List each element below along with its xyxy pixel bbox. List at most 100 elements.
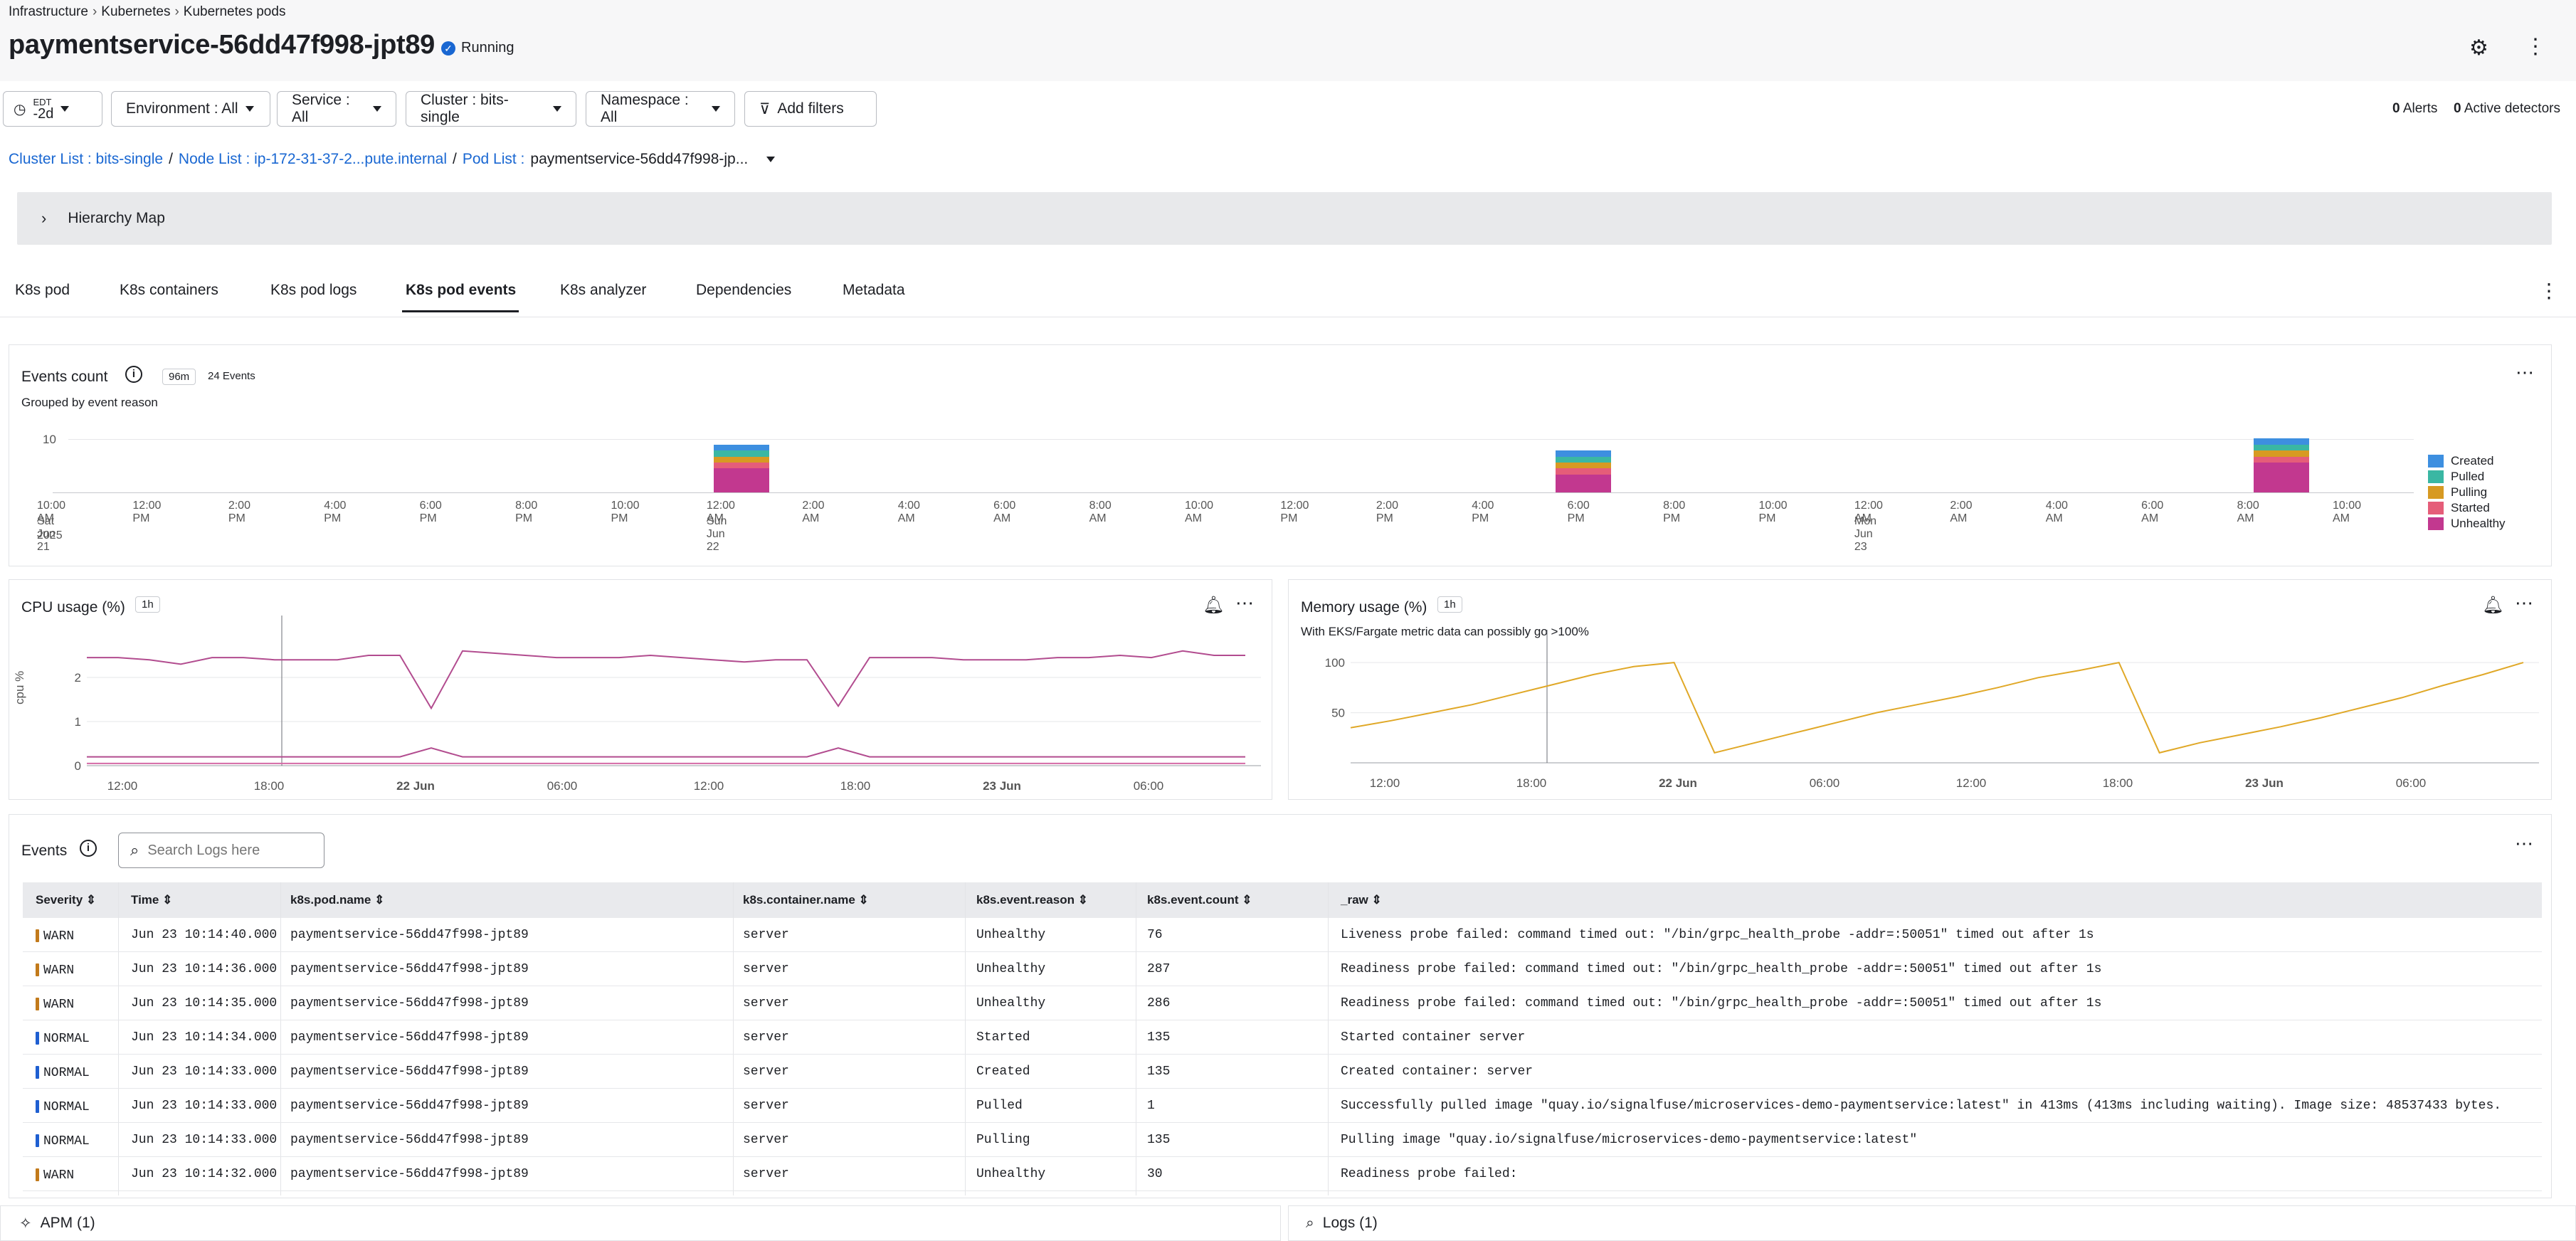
cluster-filter[interactable]: Cluster : bits-single: [406, 91, 576, 127]
status-label: Running: [461, 40, 514, 56]
table-row[interactable]: NORMAL Jun 23 10:14:33.000 paymentservice-…: [23, 1123, 2542, 1157]
table-row[interactable]: NORMAL Jun 23 10:14:33.000 paymentservice-…: [23, 1055, 2542, 1089]
legend-item-started[interactable]: Started: [2428, 500, 2506, 516]
column-header-severity[interactable]: Severity ⇕: [36, 893, 97, 907]
column-header-container-name[interactable]: k8s.container.name ⇕: [743, 893, 869, 907]
raw-cell: Liveness probe failed: command timed out…: [1341, 928, 2094, 942]
alerts-summary[interactable]: 0 Alerts: [2392, 101, 2437, 117]
detectors-count: 0: [2454, 101, 2461, 116]
tab-k8s-pod[interactable]: K8s pod: [15, 282, 70, 298]
table-row[interactable]: WARN Jun 23 10:14:32.000 paymentservice-56…: [23, 1157, 2542, 1191]
info-icon[interactable]: i: [125, 366, 142, 383]
series-line-0[interactable]: [1350, 661, 2524, 754]
event-bar-segment-unhealthy[interactable]: [1555, 474, 1611, 492]
table-row[interactable]: WARN Jun 23 10:14:40.000 paymentservice-56…: [23, 918, 2542, 952]
more-horizontal-icon[interactable]: ⋯: [2515, 592, 2533, 613]
severity-label: NORMAL: [43, 1100, 90, 1114]
cluster-list-link[interactable]: Cluster List : bits-single: [9, 151, 164, 167]
tab-k8s-containers[interactable]: K8s containers: [120, 282, 218, 298]
event-bar-segment-created[interactable]: [1555, 450, 1611, 457]
more-horizontal-icon[interactable]: ⋯: [1235, 592, 1254, 613]
table-row[interactable]: WARN Jun 23 10:14:36.000 paymentservice-56…: [23, 952, 2542, 986]
events-y-tick: 10: [43, 433, 56, 446]
tab-k8s-pod-events[interactable]: K8s pod events: [406, 282, 517, 298]
event-bar-segment-created[interactable]: [2253, 438, 2309, 445]
legend-item-created[interactable]: Created: [2428, 453, 2506, 469]
node-list-link[interactable]: Node List : ip-172-31-37-2...pute.intern…: [178, 151, 447, 167]
pod-name-cell: paymentservice-56dd47f998-jpt89: [290, 1065, 529, 1079]
tab-k8s-analyzer[interactable]: K8s analyzer: [560, 282, 647, 298]
search-logs-box[interactable]: ⌕: [118, 833, 324, 868]
search-logs-input[interactable]: [147, 842, 312, 859]
legend-item-unhealthy[interactable]: Unhealthy: [2428, 516, 2506, 532]
legend-label: Unhealthy: [2451, 517, 2506, 530]
add-filters-button[interactable]: ⊽ Add filters: [744, 91, 877, 127]
bell-icon[interactable]: 🔔︎: [1203, 596, 1225, 615]
events-count-title: Events count: [21, 369, 108, 385]
table-row[interactable]: NORMAL Jun 23 10:14:34.000 paymentservice-…: [23, 1020, 2542, 1055]
apm-drawer[interactable]: ✧ APM (1): [0, 1205, 1281, 1241]
tab-dependencies[interactable]: Dependencies: [696, 282, 792, 298]
event-bar-segment-started[interactable]: [2253, 456, 2309, 463]
breadcrumb-kubernetes[interactable]: Kubernetes: [101, 4, 171, 19]
logs-drawer[interactable]: ⌕ Logs (1): [1288, 1205, 2576, 1241]
tab-k8s-pod-logs[interactable]: K8s pod logs: [270, 282, 357, 298]
event-bar-segment-pulled[interactable]: [1555, 456, 1611, 463]
severity-indicator: [36, 1168, 39, 1182]
column-header-event-reason[interactable]: k8s.event.reason ⇕: [976, 893, 1088, 907]
add-filters-label: Add filters: [777, 100, 844, 117]
event-bar-segment-pulled[interactable]: [2253, 444, 2309, 451]
pod-list-link[interactable]: Pod List :: [462, 151, 525, 167]
breadcrumb-kubernetes-pods[interactable]: Kubernetes pods: [183, 4, 286, 19]
gear-icon[interactable]: ⚙: [2469, 36, 2488, 60]
legend-item-pulling[interactable]: Pulling: [2428, 485, 2506, 500]
detectors-summary[interactable]: 0 Active detectors: [2454, 101, 2560, 117]
breadcrumb-infrastructure[interactable]: Infrastructure: [9, 4, 88, 19]
event-bar-segment-started[interactable]: [713, 463, 769, 469]
chevron-down-icon[interactable]: [766, 157, 776, 162]
chevron-right-icon: ›: [92, 4, 97, 19]
event-bar-segment-created[interactable]: [713, 444, 769, 451]
bell-icon[interactable]: 🔔︎: [2482, 596, 2504, 615]
service-filter[interactable]: Service : All: [277, 91, 396, 127]
time-range-value: -2d: [33, 105, 54, 122]
column-header-time[interactable]: Time ⇕: [131, 893, 173, 907]
chevron-down-icon: [373, 106, 381, 112]
raw-cell: Created container: server: [1341, 1065, 1534, 1079]
event-bar-segment-pulling[interactable]: [2253, 450, 2309, 457]
column-header-pod-name[interactable]: k8s.pod.name ⇕: [290, 893, 385, 907]
event-reason-cell: Pulling: [976, 1133, 1030, 1147]
event-bar-segment-pulling[interactable]: [713, 456, 769, 463]
more-horizontal-icon[interactable]: ⋯: [2515, 833, 2533, 854]
hierarchy-map-toggle[interactable]: › Hierarchy Map: [17, 192, 2552, 245]
event-bar-segment-pulling[interactable]: [1555, 463, 1611, 469]
pod-name-cell: paymentservice-56dd47f998-jpt89: [290, 1167, 529, 1181]
series-line-0[interactable]: [87, 650, 1245, 710]
events-x-subtick: Sat Jun 21: [37, 515, 56, 553]
column-label: _raw: [1341, 893, 1368, 907]
environment-filter[interactable]: Environment : All: [111, 91, 270, 127]
severity-label: WARN: [43, 1168, 75, 1183]
more-horizontal-icon[interactable]: ⋯: [2516, 361, 2534, 383]
tab-metadata[interactable]: Metadata: [843, 282, 905, 298]
events-panel: [9, 814, 2552, 1198]
legend-item-pulled[interactable]: Pulled: [2428, 469, 2506, 485]
namespace-filter[interactable]: Namespace : All: [586, 91, 735, 127]
series-line-1[interactable]: [87, 747, 1245, 758]
legend-swatch: [2428, 517, 2444, 530]
pod-name-cell: paymentservice-56dd47f998-jpt89: [290, 1099, 529, 1113]
event-bar-segment-unhealthy[interactable]: [2253, 463, 2309, 492]
event-bar-segment-pulled[interactable]: [713, 450, 769, 457]
event-bar-segment-unhealthy[interactable]: [713, 468, 769, 492]
more-vertical-icon[interactable]: ⋮: [2525, 35, 2546, 58]
table-row[interactable]: NORMAL Jun 23 10:14:33.000 paymentservice-…: [23, 1089, 2542, 1123]
info-icon[interactable]: i: [80, 840, 97, 857]
column-header-raw[interactable]: _raw ⇕: [1341, 893, 1382, 907]
event-bar-segment-started[interactable]: [1555, 468, 1611, 475]
raw-cell: Started container server: [1341, 1030, 1526, 1045]
time-picker[interactable]: ◷ EDT -2d: [3, 91, 102, 127]
tabs-more-icon[interactable]: ⋮: [2539, 280, 2559, 302]
table-row[interactable]: WARN Jun 23 10:14:35.000 paymentservice-56…: [23, 986, 2542, 1020]
x-tick: 06:00: [2396, 776, 2427, 790]
column-header-event-count[interactable]: k8s.event.count ⇕: [1147, 893, 1252, 907]
